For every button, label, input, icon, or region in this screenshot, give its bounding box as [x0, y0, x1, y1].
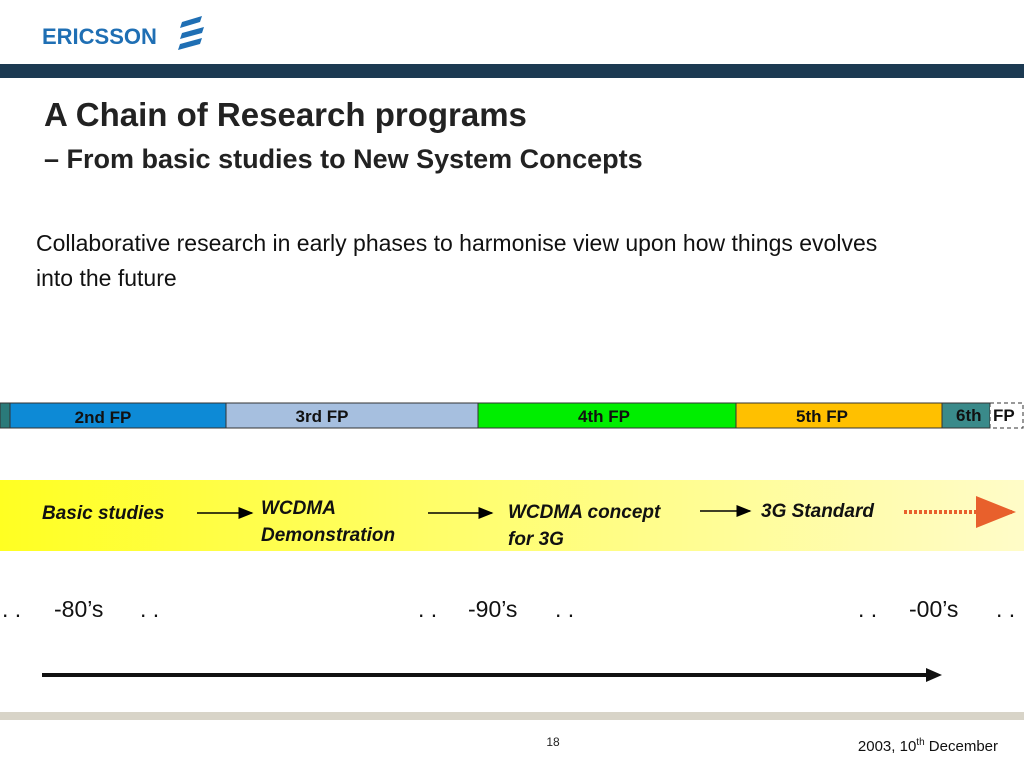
era-label: . . — [418, 596, 437, 622]
program-bar — [9, 402, 227, 429]
flow-label: 3G Standard — [761, 501, 874, 522]
program-bar — [0, 402, 11, 429]
flow-label: WCDMA — [261, 498, 336, 519]
program-label: 2nd FP — [75, 408, 132, 427]
flow-band — [0, 480, 1024, 551]
program-bar — [989, 402, 1024, 429]
page-number: 18 — [546, 735, 560, 749]
flow-label: WCDMA concept — [508, 502, 661, 523]
program-bar — [735, 402, 943, 429]
program-label: 3rd FP — [296, 407, 349, 426]
program-label: 5th FP — [796, 407, 848, 426]
program-bar — [225, 402, 479, 429]
flow-label: Basic studies — [42, 503, 165, 524]
timeline-arrowhead — [926, 668, 942, 682]
date-text: December — [925, 738, 998, 755]
era-label: -00’s — [909, 596, 958, 622]
body-box: Collaborative research in early phases t… — [36, 230, 878, 291]
era-label: . . — [555, 596, 574, 622]
logo: ERICSSON — [42, 24, 157, 49]
era-label: -90’s — [468, 596, 517, 622]
footer-date: 2003, 10th December — [858, 737, 998, 755]
flow-label: for 3G — [508, 529, 564, 550]
body-text: Collaborative research in early phases t… — [36, 230, 878, 291]
era-label: . . — [996, 596, 1015, 622]
era-label: . . — [140, 596, 159, 622]
era-label: . . — [2, 596, 21, 622]
footer-bar — [0, 712, 1024, 720]
date-text: 2003, 10 — [858, 738, 916, 755]
logo-icon — [178, 16, 204, 50]
era-label: -80’s — [54, 596, 103, 622]
program-label: FP — [993, 406, 1015, 425]
program-label: 6th — [956, 406, 982, 425]
subtitle: – From basic studies to New System Conce… — [44, 144, 643, 174]
program-label: 4th FP — [578, 407, 630, 426]
date-sup: th — [916, 737, 924, 748]
era-label: . . — [858, 596, 877, 622]
flow-label: Demonstration — [261, 525, 395, 546]
title: A Chain of Research programs — [44, 96, 527, 133]
program-bar — [477, 402, 737, 429]
header-bar — [0, 64, 1024, 78]
